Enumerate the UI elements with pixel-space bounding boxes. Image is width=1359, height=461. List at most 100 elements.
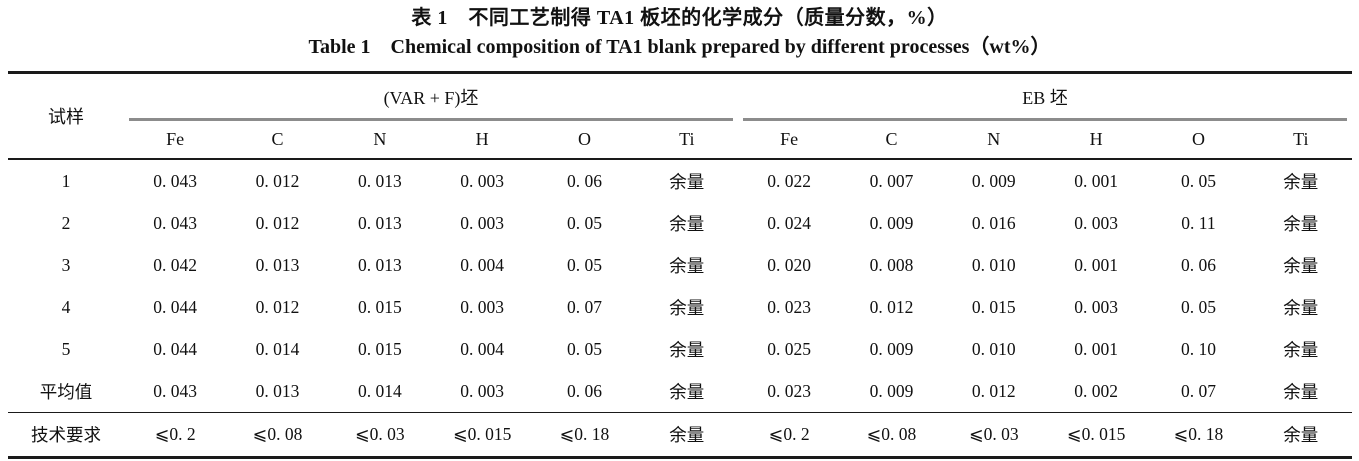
row-label: 1 — [61, 170, 71, 191]
value-cell: 余量 — [669, 171, 705, 192]
value-cell: 余量 — [1283, 297, 1319, 318]
column-header-c: C — [226, 121, 329, 160]
value-cell: 0. 05 — [1180, 170, 1216, 191]
group-header-row: 试样 (VAR + F)坯 EB 坯 — [8, 72, 1352, 160]
value-cell: 0. 012 — [255, 170, 300, 191]
table-row: 技术要求 ⩽0. 2 ⩽0. 08 ⩽0. 03 ⩽0. 015 ⩽0. 18 余量 ⩽0. … — [8, 412, 1352, 458]
value-cell: 0. 05 — [1180, 296, 1216, 317]
value-cell: 0. 003 — [460, 296, 505, 317]
value-cell: 余量 — [669, 255, 705, 276]
value-cell: 0. 003 — [460, 212, 505, 233]
value-cell: 0. 001 — [1074, 338, 1118, 359]
value-cell: 0. 043 — [153, 170, 198, 191]
value-cell: 0. 043 — [153, 212, 198, 233]
column-header-h: H — [1044, 121, 1148, 160]
value-cell: 0. 013 — [357, 254, 402, 275]
value-cell: 0. 11 — [1181, 212, 1216, 233]
value-cell: ⩽0. 2 — [737, 412, 841, 458]
value-cell: 0. 044 — [153, 296, 198, 317]
value-cell: 0. 07 — [1180, 380, 1216, 401]
value-cell: 余量 — [1283, 171, 1319, 192]
table-row: 3 0. 042 0. 013 0. 013 0. 004 0. 05 余量 0. 020 0.… — [8, 244, 1352, 286]
column-header-n: N — [942, 121, 1045, 160]
value-cell: 0. 10 — [1180, 338, 1216, 359]
value-cell: 0. 023 — [767, 296, 811, 317]
value-cell: 余量 — [1283, 381, 1319, 402]
table-row: 4 0. 044 0. 012 0. 015 0. 003 0. 07 余量 0. 023 0.… — [8, 286, 1352, 328]
value-cell: 0. 013 — [255, 380, 300, 401]
value-cell: 0. 001 — [1074, 170, 1118, 191]
value-cell: 0. 013 — [357, 212, 402, 233]
row-label: 4 — [61, 296, 71, 317]
value-cell: 余量 — [669, 213, 705, 234]
row-label: 技术要求 — [8, 412, 124, 458]
value-cell: 0. 012 — [255, 296, 300, 317]
row-label: 3 — [61, 254, 71, 275]
value-cell: 余量 — [1283, 339, 1319, 360]
value-cell: 0. 042 — [153, 254, 198, 275]
value-cell: 0. 06 — [566, 170, 602, 191]
value-cell: ⩽0. 18 — [533, 412, 636, 458]
value-cell: 0. 003 — [460, 170, 505, 191]
value-cell: 0. 013 — [357, 170, 402, 191]
value-cell: ⩽0. 08 — [226, 412, 329, 458]
value-cell: ⩽0. 03 — [328, 412, 431, 458]
value-cell: 0. 07 — [566, 296, 602, 317]
value-cell: 余量 — [669, 339, 705, 360]
value-cell: 0. 05 — [566, 338, 602, 359]
element-header-row: Fe C N H O Ti Fe C N H O Ti — [8, 121, 1352, 160]
table-row: 平均值 0. 043 0. 013 0. 014 0. 003 0. 06 余量 0. 023… — [8, 370, 1352, 413]
table-row: 1 0. 043 0. 012 0. 013 0. 003 0. 06 余量 0. 022 0.… — [8, 159, 1352, 202]
value-cell: ⩽0. 2 — [124, 412, 227, 458]
value-cell: 余量 — [635, 412, 738, 458]
value-cell: 0. 013 — [255, 254, 300, 275]
value-cell: 0. 004 — [460, 254, 505, 275]
value-cell: 0. 014 — [357, 380, 402, 401]
value-cell: 0. 05 — [566, 212, 602, 233]
value-cell: 0. 016 — [971, 212, 1016, 233]
value-cell: ⩽0. 03 — [942, 412, 1045, 458]
value-cell: 0. 015 — [971, 296, 1016, 317]
value-cell: 0. 06 — [566, 380, 602, 401]
column-header-n: N — [328, 121, 431, 160]
value-cell: 0. 009 — [869, 338, 914, 359]
value-cell: 0. 020 — [767, 254, 811, 275]
value-cell: ⩽0. 08 — [840, 412, 943, 458]
value-cell: 0. 05 — [566, 254, 602, 275]
value-cell: 0. 014 — [255, 338, 300, 359]
value-cell: 0. 007 — [869, 170, 914, 191]
row-label: 5 — [61, 338, 71, 359]
table-title-zh: 表 1 不同工艺制得 TA1 板坯的化学成分（质量分数，%） — [411, 7, 948, 29]
value-cell: 0. 009 — [869, 380, 914, 401]
table-body: 1 0. 043 0. 012 0. 013 0. 003 0. 06 余量 0. 022 0.… — [8, 159, 1352, 458]
value-cell: 余量 — [669, 381, 705, 402]
value-cell: 0. 012 — [255, 212, 300, 233]
value-cell: 0. 012 — [869, 296, 914, 317]
value-cell: 0. 008 — [869, 254, 914, 275]
column-header-fe: Fe — [737, 121, 841, 160]
value-cell: 0. 001 — [1074, 254, 1118, 275]
sample-column-header: 试样 — [8, 72, 124, 160]
column-header-o: O — [533, 121, 636, 160]
table-titles: 表 1 不同工艺制得 TA1 板坯的化学成分（质量分数，%） Table 1 C… — [0, 0, 1359, 60]
value-cell: 0. 009 — [971, 170, 1016, 191]
value-cell: 余量 — [1283, 213, 1319, 234]
value-cell: 0. 010 — [971, 338, 1016, 359]
value-cell: 余量 — [1283, 255, 1319, 276]
group-header-var-f: (VAR + F)坯 — [124, 73, 738, 122]
table-row: 2 0. 043 0. 012 0. 013 0. 003 0. 05 余量 0. 024 0.… — [8, 202, 1352, 244]
value-cell: 0. 043 — [153, 380, 198, 401]
row-label: 2 — [61, 212, 71, 233]
composition-table: 试样 (VAR + F)坯 EB 坯 Fe C N H O Ti Fe C N … — [8, 71, 1352, 459]
value-cell: ⩽0. 18 — [1147, 412, 1250, 458]
value-cell: 余量 — [1249, 412, 1352, 458]
row-label: 平均值 — [39, 381, 93, 402]
table-title-en: Table 1 Chemical composition of TA1 blan… — [308, 36, 1051, 58]
value-cell: 0. 015 — [357, 338, 402, 359]
column-header-ti: Ti — [1249, 121, 1352, 160]
value-cell: 0. 010 — [971, 254, 1016, 275]
value-cell: 0. 012 — [971, 380, 1016, 401]
value-cell: 0. 003 — [1074, 212, 1118, 233]
value-cell: ⩽0. 015 — [430, 412, 534, 458]
